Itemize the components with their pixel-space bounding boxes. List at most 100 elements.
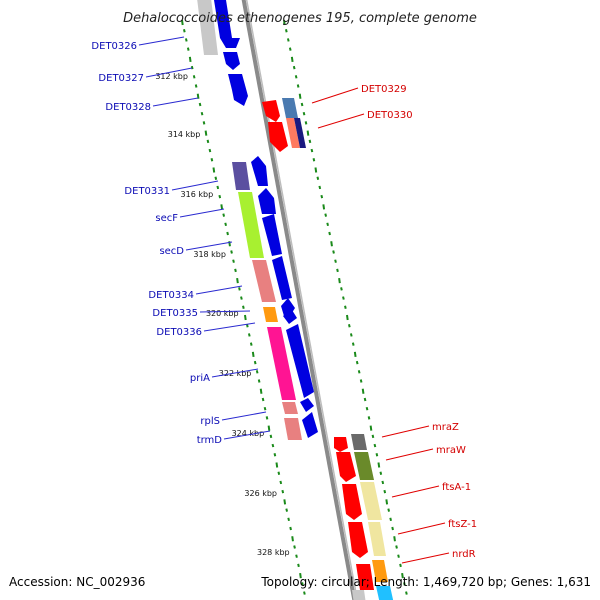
- gene-feature[interactable]: [352, 590, 366, 600]
- tick-mark: [283, 19, 286, 26]
- gene-label[interactable]: DET0328: [105, 102, 151, 113]
- gene-label[interactable]: DET0327: [98, 73, 144, 84]
- tick-mark: [334, 259, 337, 263]
- gene-label[interactable]: mraW: [436, 445, 466, 456]
- gene-feature[interactable]: [267, 327, 296, 400]
- gene-feature[interactable]: [368, 522, 386, 556]
- gene-feature[interactable]: [252, 260, 276, 302]
- tick-mark: [355, 360, 359, 365]
- gene-feature[interactable]: [258, 188, 276, 214]
- gene-feature[interactable]: [228, 74, 248, 106]
- gene-label[interactable]: secF: [155, 213, 178, 224]
- tick-mark: [349, 333, 353, 337]
- gene-label[interactable]: DET0335: [152, 308, 198, 319]
- gene-feature[interactable]: [348, 522, 368, 558]
- tick-mark: [347, 323, 351, 328]
- tick-mark: [212, 167, 216, 173]
- gene-label[interactable]: DET0330: [367, 110, 413, 121]
- tick-label: 312 kbp: [155, 72, 188, 81]
- tick-mark: [332, 250, 335, 254]
- tick-mark: [342, 296, 345, 300]
- gene-label[interactable]: DET0334: [148, 290, 194, 301]
- tick-mark: [367, 416, 371, 420]
- gene-label[interactable]: ftsZ-1: [448, 519, 477, 530]
- gene-label[interactable]: ftsA-1: [442, 482, 471, 493]
- gene-feature[interactable]: [356, 564, 374, 590]
- tick-mark: [289, 526, 292, 531]
- gene-label[interactable]: rplS: [200, 416, 220, 427]
- tick-mark: [316, 176, 320, 180]
- tick-mark: [381, 480, 385, 485]
- gene-feature[interactable]: [351, 434, 367, 450]
- tick-mark: [269, 434, 273, 439]
- gene-feature[interactable]: [282, 402, 298, 414]
- gene-feature[interactable]: [342, 484, 362, 520]
- gene-label[interactable]: trmD: [197, 435, 223, 446]
- gene-feature[interactable]: [302, 412, 318, 438]
- gene-feature[interactable]: [196, 0, 218, 55]
- label-connector: [381, 425, 430, 438]
- tick-labels: 312 kbp 314 kbp 316 kbp 318 kbp 320 kbp 322 k…: [155, 72, 289, 557]
- gene-feature[interactable]: [283, 310, 297, 324]
- gene-feature[interactable]: [262, 100, 280, 122]
- label-connector: [195, 285, 243, 295]
- gene-feature[interactable]: [268, 122, 288, 152]
- gene-feature[interactable]: [336, 452, 356, 482]
- gene-feature[interactable]: [372, 560, 388, 582]
- gene-label[interactable]: DET0329: [361, 84, 407, 95]
- tick-mark: [214, 176, 218, 180]
- gene-label[interactable]: secD: [159, 246, 184, 257]
- label-connector: [211, 368, 259, 378]
- tick-mark: [288, 47, 292, 51]
- tick-mark: [204, 130, 208, 136]
- tick-mark: [284, 28, 288, 33]
- right-gene-labels: DET0329 DET0330 mraZ mraW ftsA-1 ftsZ-1 nrdR: [311, 84, 477, 564]
- tick-mark: [222, 213, 226, 217]
- tick-mark: [371, 434, 375, 439]
- gene-feature[interactable]: [214, 0, 240, 48]
- tick-mark: [216, 185, 220, 190]
- tick-mark: [403, 582, 406, 586]
- tick-mark: [391, 526, 394, 531]
- tick-mark: [279, 480, 283, 485]
- tick-mark: [351, 342, 355, 346]
- gene-feature[interactable]: [251, 156, 268, 186]
- gene-feature[interactable]: [360, 482, 382, 520]
- gene-label[interactable]: mraZ: [432, 422, 459, 433]
- tick-mark: [300, 102, 304, 107]
- tick-mark: [379, 471, 383, 475]
- gene-feature[interactable]: [232, 162, 250, 190]
- tick-mark: [275, 462, 279, 468]
- gene-feature[interactable]: [223, 52, 240, 70]
- gene-feature[interactable]: [272, 256, 292, 300]
- gene-feature[interactable]: [284, 418, 302, 440]
- gene-feature[interactable]: [262, 214, 282, 256]
- gene-feature[interactable]: [286, 324, 314, 398]
- tick-mark: [291, 536, 294, 542]
- gene-label[interactable]: DET0336: [156, 327, 202, 338]
- tick-mark: [295, 554, 298, 558]
- gene-label[interactable]: nrdR: [452, 549, 476, 560]
- left-gene-labels: DET0326 DET0327 DET0328 DET0331 secF secD DET0…: [91, 36, 271, 446]
- tick-mark: [220, 204, 224, 210]
- tick-mark: [383, 489, 387, 494]
- tick-mark: [181, 19, 184, 26]
- gene-feature[interactable]: [294, 118, 306, 148]
- gene-feature[interactable]: [334, 437, 348, 452]
- gene-feature[interactable]: [286, 118, 300, 148]
- gene-feature[interactable]: [300, 398, 314, 412]
- gene-label[interactable]: priA: [190, 373, 210, 384]
- gene-label[interactable]: DET0326: [91, 41, 137, 52]
- gene-feature[interactable]: [238, 192, 264, 258]
- tick-mark: [192, 75, 196, 79]
- gene-feature[interactable]: [282, 98, 298, 118]
- gene-feature[interactable]: [354, 452, 374, 480]
- gene-feature[interactable]: [263, 307, 278, 322]
- tick-mark: [257, 379, 261, 383]
- tick-mark: [277, 471, 281, 475]
- tick-mark: [182, 28, 186, 33]
- gene-feature[interactable]: [376, 586, 394, 600]
- gene-label[interactable]: DET0331: [124, 186, 170, 197]
- tick-mark: [224, 222, 227, 227]
